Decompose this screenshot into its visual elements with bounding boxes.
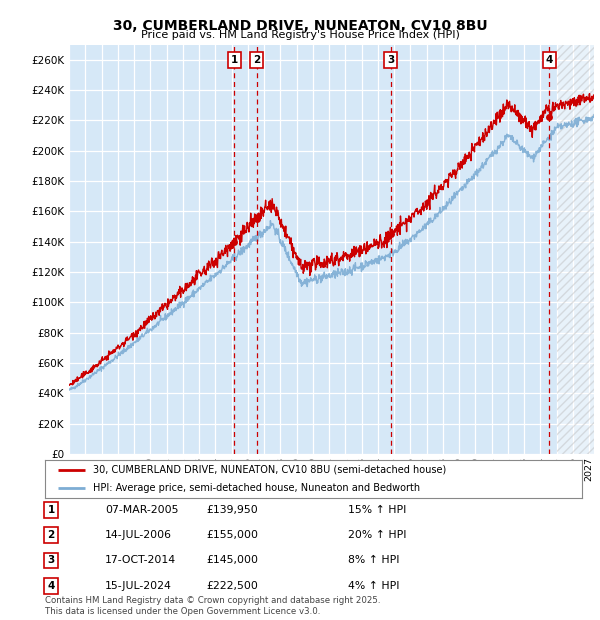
Text: 20% ↑ HPI: 20% ↑ HPI <box>348 530 407 540</box>
Text: 07-MAR-2005: 07-MAR-2005 <box>105 505 179 515</box>
Text: HPI: Average price, semi-detached house, Nuneaton and Bedworth: HPI: Average price, semi-detached house,… <box>94 483 421 493</box>
Text: 1: 1 <box>47 505 55 515</box>
Text: 4: 4 <box>47 581 55 591</box>
Text: 15-JUL-2024: 15-JUL-2024 <box>105 581 172 591</box>
Bar <box>557 45 597 454</box>
Text: 2: 2 <box>47 530 55 540</box>
Text: £139,950: £139,950 <box>206 505 258 515</box>
Text: £222,500: £222,500 <box>206 581 258 591</box>
Text: 3: 3 <box>47 556 55 565</box>
Text: 17-OCT-2014: 17-OCT-2014 <box>105 556 176 565</box>
Text: 30, CUMBERLAND DRIVE, NUNEATON, CV10 8BU: 30, CUMBERLAND DRIVE, NUNEATON, CV10 8BU <box>113 19 487 33</box>
Text: 4% ↑ HPI: 4% ↑ HPI <box>348 581 400 591</box>
Text: 4: 4 <box>545 55 553 65</box>
Text: 15% ↑ HPI: 15% ↑ HPI <box>348 505 406 515</box>
Text: 30, CUMBERLAND DRIVE, NUNEATON, CV10 8BU (semi-detached house): 30, CUMBERLAND DRIVE, NUNEATON, CV10 8BU… <box>94 464 446 475</box>
Text: Contains HM Land Registry data © Crown copyright and database right 2025.
This d: Contains HM Land Registry data © Crown c… <box>45 596 380 616</box>
Text: 1: 1 <box>231 55 238 65</box>
Text: 14-JUL-2006: 14-JUL-2006 <box>105 530 172 540</box>
Text: 8% ↑ HPI: 8% ↑ HPI <box>348 556 400 565</box>
Text: £155,000: £155,000 <box>206 530 258 540</box>
Text: 3: 3 <box>387 55 394 65</box>
Text: 2: 2 <box>253 55 260 65</box>
Text: Price paid vs. HM Land Registry's House Price Index (HPI): Price paid vs. HM Land Registry's House … <box>140 30 460 40</box>
Text: £145,000: £145,000 <box>206 556 258 565</box>
